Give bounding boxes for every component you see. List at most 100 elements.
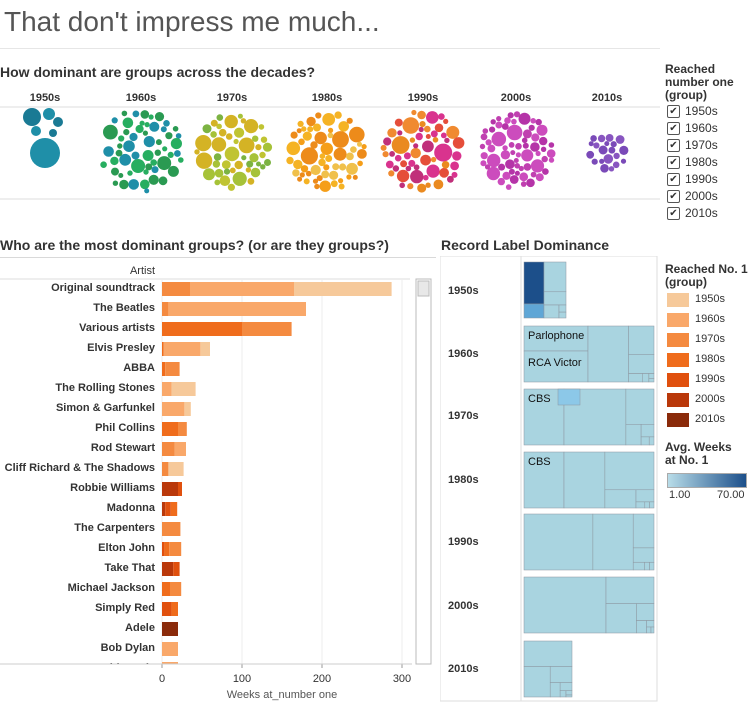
treemap-cell — [640, 436, 650, 446]
bubble — [434, 123, 444, 133]
bubble — [452, 151, 462, 161]
bar-segment — [162, 562, 174, 576]
treemap-cell — [649, 562, 655, 571]
bubble — [255, 144, 262, 151]
color-legend-title: Reached No. 1 (group) — [665, 262, 748, 289]
bubble — [480, 160, 487, 167]
treemap-cell — [604, 489, 637, 509]
treemap-decade-1980s: 1980s — [448, 474, 479, 486]
bubble — [319, 153, 326, 159]
treemap-decade-2010s: 2010s — [448, 663, 479, 675]
filter-label: 1960s — [685, 121, 718, 135]
filter-option-1960s[interactable]: ✔ 1960s — [667, 121, 718, 135]
treemap-cell — [543, 261, 567, 293]
treemap-cell — [543, 304, 560, 319]
bar-segment — [162, 362, 166, 376]
treemap-1970s: CBS — [523, 388, 655, 446]
bubble — [148, 114, 154, 120]
x-tick-label: 200 — [313, 673, 331, 685]
bubble — [307, 126, 314, 133]
bubble — [498, 163, 506, 171]
bubble — [593, 142, 600, 149]
bubble — [218, 128, 227, 137]
bubble — [328, 127, 334, 133]
weeks-min: 1.00 — [669, 489, 691, 501]
artist-label: Various artists — [79, 322, 155, 334]
treemap-cell — [632, 513, 655, 549]
checkbox-1990s[interactable]: ✔ — [667, 172, 680, 186]
bubble — [338, 183, 345, 190]
checkbox-1980s[interactable]: ✔ — [667, 155, 680, 169]
treemap-cell — [640, 424, 655, 438]
treemap-cell — [605, 603, 637, 634]
bubble — [440, 132, 447, 139]
bar-segment — [162, 302, 169, 316]
bubble — [400, 160, 408, 168]
bubble — [385, 160, 394, 169]
bubble — [380, 144, 387, 151]
bubble — [249, 153, 259, 163]
bubble — [100, 161, 107, 168]
bubble-cluster-1980s — [286, 111, 367, 192]
bar-segment — [162, 582, 170, 596]
checkbox-1950s[interactable]: ✔ — [667, 104, 680, 118]
bubble — [232, 171, 247, 186]
treemap-decade-2000s: 2000s — [448, 600, 479, 612]
bubble — [399, 182, 406, 189]
artist-label: Original soundtrack — [51, 282, 156, 294]
bubble — [486, 166, 501, 181]
weeks-gradient — [667, 473, 747, 488]
bubble — [391, 136, 410, 154]
artist-label: Simply Red — [95, 602, 155, 614]
filter-option-1980s[interactable]: ✔ 1980s — [667, 155, 718, 169]
bubble — [479, 143, 486, 150]
treemap-cell — [558, 304, 567, 313]
bubble — [286, 156, 294, 165]
bubble — [219, 175, 231, 186]
bubble — [127, 170, 133, 176]
checkbox-2010s[interactable]: ✔ — [667, 206, 680, 220]
treemap-cell — [605, 576, 655, 604]
filter-option-2000s[interactable]: ✔ 2000s — [667, 189, 718, 203]
bubble — [600, 164, 609, 173]
bar-segment — [169, 542, 182, 556]
bubble — [507, 112, 514, 119]
bubble — [252, 135, 259, 142]
treemap-decade-1950s: 1950s — [448, 285, 479, 297]
checkbox-1960s[interactable]: ✔ — [667, 121, 680, 135]
bubble — [383, 137, 392, 146]
bubble — [338, 121, 350, 132]
bubble — [319, 180, 331, 192]
bubble — [430, 130, 438, 138]
filter-option-1970s[interactable]: ✔ 1970s — [667, 138, 718, 152]
bar-segment — [162, 642, 178, 656]
bubble — [103, 146, 114, 157]
bubble — [305, 170, 312, 177]
bubble — [535, 173, 544, 182]
bubble — [224, 146, 240, 162]
bubble — [346, 174, 352, 180]
decade-label-1980s: 1980s — [312, 92, 343, 104]
bubble — [299, 172, 305, 178]
checkbox-2000s[interactable]: ✔ — [667, 189, 680, 203]
checkbox-1970s[interactable]: ✔ — [667, 138, 680, 152]
bubble — [332, 163, 340, 171]
bubble — [298, 138, 305, 146]
bubble — [241, 155, 247, 161]
filter-option-1950s[interactable]: ✔ 1950s — [667, 104, 718, 118]
bubble — [515, 143, 522, 150]
bubble — [521, 137, 528, 144]
filter-option-1990s[interactable]: ✔ 1990s — [667, 172, 718, 186]
label-rca-victor: RCA Victor — [528, 357, 582, 369]
bubble — [174, 150, 181, 157]
bubble — [210, 119, 218, 127]
bubble — [224, 114, 238, 129]
bubble — [234, 127, 245, 138]
bubble — [521, 149, 534, 162]
bubble — [487, 144, 496, 153]
color-swatch-2010s — [667, 413, 689, 427]
filter-option-2010s[interactable]: ✔ 2010s — [667, 206, 718, 220]
bubble — [505, 159, 515, 169]
treemap-cell — [563, 451, 606, 509]
artist-label: Cliff Richard & The Shadows — [5, 462, 155, 474]
